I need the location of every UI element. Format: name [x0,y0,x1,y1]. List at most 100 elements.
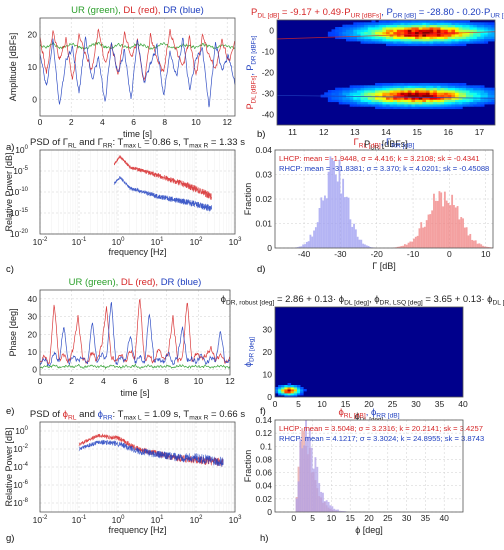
hist-bar-rhcp [314,227,317,248]
label-part: , ϕ [369,294,380,305]
x-tick-label: 20 [364,399,374,409]
heatmap-cell [331,97,336,100]
heatmap-cell [346,31,351,35]
heatmap-cell [367,90,372,93]
heatmap-cell [418,41,423,44]
heatmap-cell [400,85,405,89]
heatmap-cell [440,38,445,42]
hist-bar-rhcp [311,236,314,248]
heatmap-cell [404,87,409,91]
heatmap-cell [404,101,409,105]
heatmap-cell [444,27,449,30]
heatmap-cell [444,94,449,98]
heatmap-cell [378,24,383,28]
heatmap-cell [422,34,427,37]
label-part: ϕ [221,294,226,305]
heatmap-cell [455,85,460,89]
heatmap-cell [400,38,405,42]
heatmap-cell [484,34,489,37]
x-tick-label: 12 [225,376,235,386]
heatmap-cell [411,22,416,26]
y-tick-label: 20 [28,29,38,39]
heatmap-cell [425,34,430,37]
heatmap-cell [444,36,449,40]
heatmap-cell [418,106,423,110]
hist-bar-lhcp [474,240,477,248]
heatmap-cell [411,97,416,100]
heatmap-cell [473,29,478,33]
heatmap-cell [389,106,394,110]
heatmap-cell [389,92,394,96]
heatmap-cell [469,41,474,44]
heatmap-cell [404,99,409,103]
heatmap-cell [400,20,405,23]
heatmap-cell [415,83,420,86]
label-part: DR, robust [deg] [226,300,275,307]
heatmap-cell [386,20,391,23]
hist-bar-lhcp [427,214,430,248]
heatmap-cell [425,41,430,44]
heatmap-cell [455,41,460,44]
heatmap-cell [462,92,467,96]
heatmap-cell [287,383,292,386]
heatmap-cell [484,94,489,98]
heatmap-cell [411,101,416,105]
hist-bar-lhcp [400,246,403,248]
heatmap-cell [422,38,427,42]
heatmap-cell [465,94,470,98]
heatmap-cell [465,99,470,103]
x-tick-label: 14 [381,127,391,137]
label-part: PSD of [30,409,63,420]
heatmap-cell [440,36,445,40]
heatmap-cell [462,101,467,105]
heatmap-cell [375,90,380,93]
heatmap-cell [455,83,460,86]
heatmap-cell [433,34,438,37]
heatmap-cell [451,90,456,93]
heatmap-cell [290,393,295,396]
heatmap-cell [451,94,456,98]
hist-bar-lhcp [420,222,423,248]
heatmap-cell [407,87,412,91]
heatmap-cell [356,104,361,107]
heatmap-cell [429,101,434,105]
heatmap-cell [411,90,416,93]
heatmap-cell [327,99,332,103]
heatmap-cell [367,31,372,35]
heatmap-cell [429,20,434,23]
heatmap-cell [480,99,485,103]
heatmap-cell [473,85,478,89]
heatmap-cell [455,94,460,98]
heatmap-cell [473,90,478,93]
label-part: UR [dBFs] [351,13,382,20]
heatmap-cell [389,31,394,35]
heatmap-cell [349,36,354,40]
heatmap-cell [400,99,405,103]
heatmap-cell [287,391,292,394]
hist-bar-rhcp [344,197,346,248]
heatmap-cell [367,29,372,33]
heatmap-cell [440,31,445,35]
heatmap-cell [360,87,365,91]
hist-bar-rhcp [347,197,350,248]
heatmap-cell [465,38,470,42]
heatmap-cell [404,106,409,110]
heatmap-cell [425,92,430,96]
label-part: DR (blue) [163,5,204,16]
hist-bar-rhcp [295,498,298,512]
heatmap-cell [353,101,358,105]
hist-bar-rhcp [331,506,334,512]
heatmap-cell [447,97,452,100]
heatmap-cell [415,90,420,93]
heatmap-cell [407,85,412,89]
heatmap-cell [425,22,430,26]
heatmap-cell [455,101,460,105]
heatmap-cell [473,34,478,37]
heatmap-cell [389,94,394,98]
heatmap-cell [473,27,478,30]
heatmap-cell [458,94,463,98]
heatmap-cell [360,85,365,89]
heatmap-cell [418,94,423,98]
panel-h-xlabel: ϕ [deg] [355,525,383,535]
x-tick-label: 25 [383,513,393,523]
